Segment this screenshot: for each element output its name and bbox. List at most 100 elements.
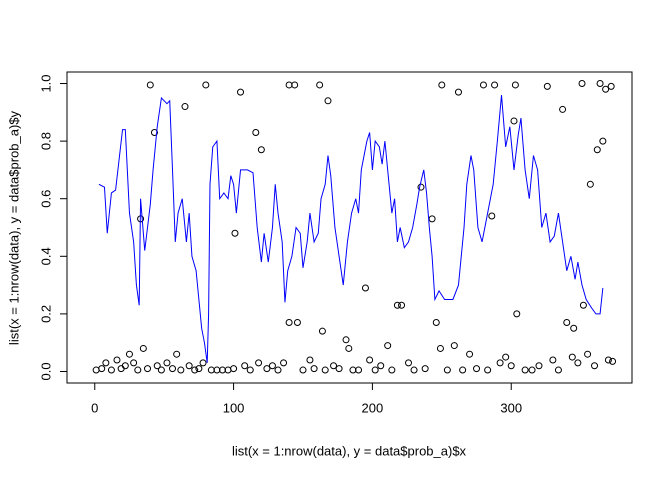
- point: [241, 362, 249, 370]
- point: [559, 105, 567, 113]
- point: [609, 357, 617, 365]
- point: [335, 365, 343, 373]
- point: [366, 356, 374, 364]
- x-axis-label: list(x = 1:nrow(data), y = data$prob_a)$…: [232, 443, 467, 458]
- point: [173, 350, 181, 358]
- point: [150, 128, 158, 136]
- y-tick-label: 0.4: [38, 247, 53, 265]
- point: [318, 327, 326, 335]
- point: [102, 359, 110, 367]
- point: [316, 81, 324, 89]
- point: [511, 81, 519, 89]
- point: [169, 365, 177, 373]
- point: [410, 366, 418, 374]
- point: [310, 365, 318, 373]
- y-tick-label: 0.0: [38, 362, 53, 380]
- point: [510, 117, 518, 125]
- y-tick-label: 0.8: [38, 132, 53, 150]
- point: [257, 146, 265, 154]
- point: [163, 359, 171, 367]
- point: [454, 88, 462, 96]
- point: [436, 344, 444, 352]
- point: [384, 342, 392, 350]
- point: [607, 82, 615, 90]
- point: [563, 319, 571, 327]
- point: [450, 342, 458, 350]
- point: [599, 137, 607, 145]
- point: [177, 366, 185, 374]
- point: [488, 212, 496, 220]
- point: [428, 215, 436, 223]
- point: [578, 80, 586, 88]
- point: [280, 359, 288, 367]
- point: [306, 356, 314, 364]
- point: [579, 301, 587, 309]
- x-tick-label: 100: [223, 400, 245, 415]
- y-tick-label: 1.0: [38, 74, 53, 92]
- point: [507, 362, 515, 370]
- point: [593, 146, 601, 154]
- point: [459, 366, 467, 374]
- point: [535, 362, 543, 370]
- point: [185, 362, 193, 370]
- line: [98, 94, 604, 363]
- point: [473, 365, 481, 373]
- point: [528, 366, 536, 374]
- point: [591, 362, 599, 370]
- point: [479, 81, 487, 89]
- point: [584, 350, 592, 358]
- y-tick-label: 0.2: [38, 305, 53, 323]
- point: [342, 336, 350, 344]
- point: [371, 366, 379, 374]
- point: [484, 366, 492, 374]
- y-tick-label: 0.6: [38, 190, 53, 208]
- point: [466, 350, 474, 358]
- point: [139, 344, 147, 352]
- point: [438, 81, 446, 89]
- point: [231, 229, 239, 237]
- point: [293, 319, 301, 327]
- point: [602, 85, 610, 93]
- point: [417, 183, 425, 191]
- point: [107, 366, 115, 374]
- point: [291, 81, 299, 89]
- point: [543, 82, 551, 90]
- point: [195, 365, 203, 373]
- point: [125, 350, 133, 358]
- point: [502, 353, 510, 361]
- point: [443, 366, 451, 374]
- point: [568, 353, 576, 361]
- point: [237, 88, 245, 96]
- point: [388, 366, 396, 374]
- point: [268, 362, 276, 370]
- point: [117, 365, 125, 373]
- point: [604, 356, 612, 364]
- x-tick-label: 200: [362, 400, 384, 415]
- point: [299, 366, 307, 374]
- point: [157, 366, 165, 374]
- point: [202, 81, 210, 89]
- point: [144, 365, 152, 373]
- point: [361, 284, 369, 292]
- point: [181, 103, 189, 111]
- point: [321, 366, 329, 374]
- y-axis-label: list(x = 1:nrow(data), y = data$prob_a)$…: [6, 110, 21, 345]
- point: [574, 359, 582, 367]
- point: [113, 356, 121, 364]
- point: [377, 362, 385, 370]
- point: [596, 80, 604, 88]
- point: [393, 301, 401, 309]
- point: [432, 319, 440, 327]
- point: [554, 366, 562, 374]
- point: [255, 359, 263, 367]
- point: [421, 365, 429, 373]
- point: [570, 324, 578, 332]
- point: [134, 366, 142, 374]
- x-tick-label: 0: [91, 400, 98, 415]
- point: [230, 365, 238, 373]
- point: [496, 359, 504, 367]
- point: [345, 344, 353, 352]
- point: [404, 359, 412, 367]
- point: [491, 81, 499, 89]
